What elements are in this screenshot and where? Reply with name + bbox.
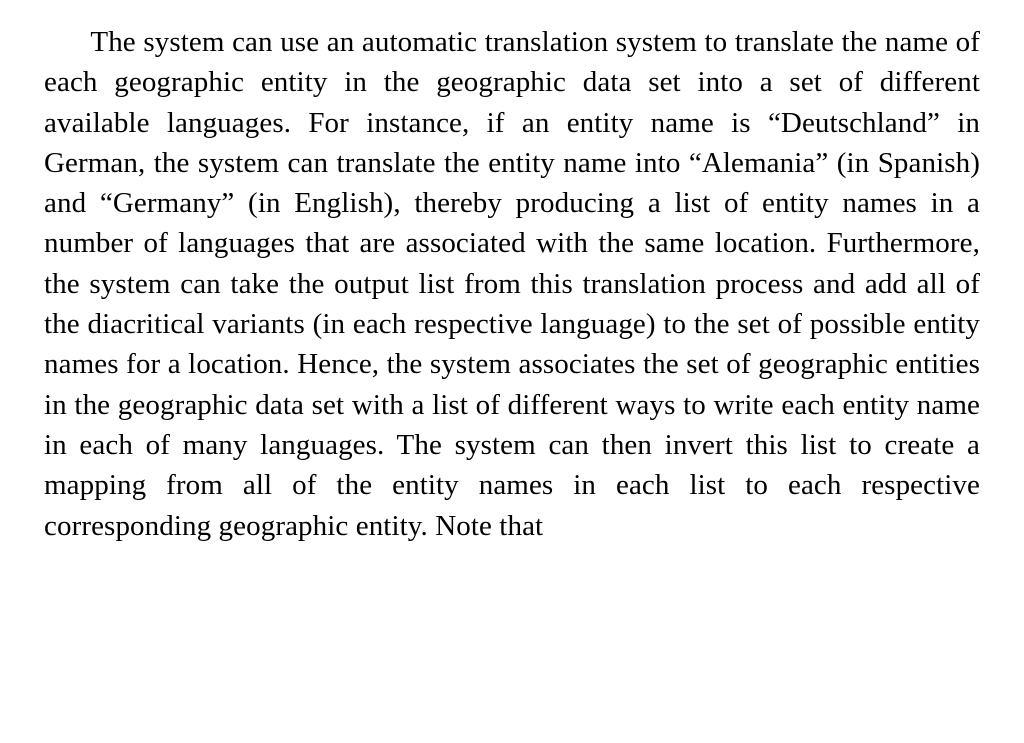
document-page: The system can use an automatic translat… — [0, 0, 1024, 743]
body-paragraph: The system can use an automatic translat… — [44, 22, 980, 546]
